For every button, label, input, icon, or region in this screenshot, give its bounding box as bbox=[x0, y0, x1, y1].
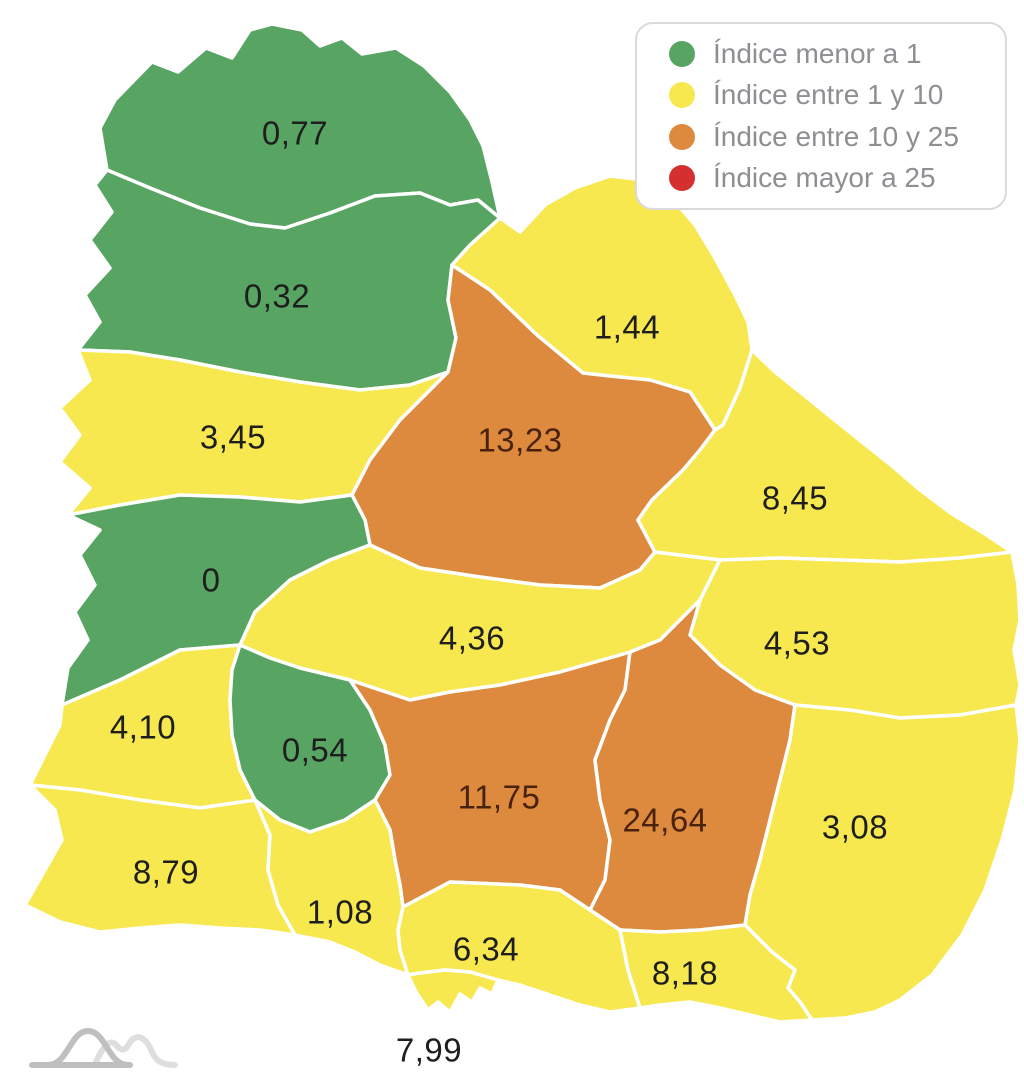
region-value-label-cerro-largo: 8,45 bbox=[762, 480, 828, 517]
legend-item-entre-10-25: Índice entre 10 y 25 bbox=[669, 117, 995, 157]
region-value-label-salto: 0,32 bbox=[244, 278, 310, 315]
legend-swatch-green-icon bbox=[669, 40, 695, 67]
legend-item-mayor-25: Índice mayor a 25 bbox=[669, 158, 995, 198]
region-rocha bbox=[743, 703, 1022, 1022]
legend-item-menor-1: Índice menor a 1 bbox=[669, 34, 995, 74]
region-san-jose bbox=[253, 798, 410, 977]
region-value-label-tacuarembo: 13,23 bbox=[477, 422, 562, 459]
region-value-label-rivera: 1,44 bbox=[594, 309, 660, 346]
legend-label: Índice mayor a 25 bbox=[713, 162, 936, 194]
legend-swatch-yellow-icon bbox=[669, 82, 695, 109]
legend-label: Índice entre 1 y 10 bbox=[713, 79, 944, 111]
hills-logo bbox=[29, 1027, 178, 1068]
region-value-label-rio-negro: 0 bbox=[202, 562, 221, 599]
regions-layer bbox=[23, 22, 1022, 1024]
region-value-label-paysandu: 3,45 bbox=[200, 419, 266, 456]
region-value-label-maldonado: 8,18 bbox=[652, 955, 718, 992]
legend: Índice menor a 1 Índice entre 1 y 10 Índ… bbox=[635, 22, 1007, 210]
region-value-label-soriano: 4,10 bbox=[110, 709, 176, 746]
region-value-label-rocha: 3,08 bbox=[822, 809, 888, 846]
logo-back-hill bbox=[93, 1034, 178, 1068]
region-value-label-durazno: 4,36 bbox=[439, 620, 505, 657]
region-value-label-colonia: 8,79 bbox=[133, 854, 199, 891]
region-value-label-artigas: 0,77 bbox=[262, 115, 328, 152]
region-value-label-san-jose: 1,08 bbox=[307, 894, 373, 931]
region-colonia bbox=[23, 783, 297, 937]
legend-label: Índice entre 10 y 25 bbox=[713, 120, 959, 152]
region-value-label-lavalleja: 24,64 bbox=[622, 802, 707, 839]
region-value-label-canelones: 6,34 bbox=[453, 931, 519, 968]
region-value-label-flores: 0,54 bbox=[282, 732, 348, 769]
legend-swatch-red-icon bbox=[669, 165, 695, 192]
logo-front-hill bbox=[45, 1027, 131, 1068]
region-value-label-treinta-y-tres: 4,53 bbox=[764, 625, 830, 662]
legend-item-entre-1-10: Índice entre 1 y 10 bbox=[669, 75, 995, 115]
region-montevideo bbox=[406, 968, 500, 1014]
region-value-label-florida: 11,75 bbox=[458, 779, 541, 816]
legend-label: Índice menor a 1 bbox=[713, 37, 922, 69]
region-maldonado bbox=[618, 923, 814, 1024]
legend-swatch-orange-icon bbox=[669, 123, 695, 150]
region-value-label-montevideo: 7,99 bbox=[396, 1032, 462, 1069]
region-labels-layer: 0,77 0,32 1,44 3,45 13,23 8,45 0 4,36 4,53 4,10 0,… bbox=[110, 115, 888, 1069]
